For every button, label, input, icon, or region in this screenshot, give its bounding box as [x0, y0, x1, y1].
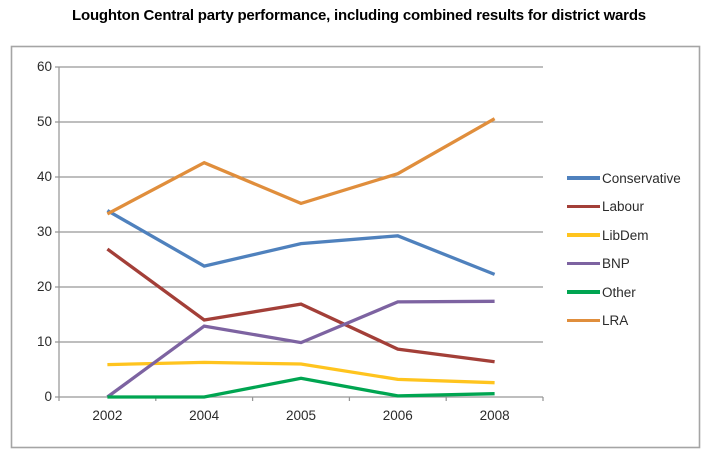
- x-tick-label-2002: 2002: [92, 408, 123, 423]
- x-tick-label-2008: 2008: [479, 408, 510, 423]
- legend-swatch-conservative: [567, 176, 600, 180]
- series-line-conservative: [106, 209, 496, 276]
- series-line-lra: [106, 117, 496, 216]
- x-tick-label-2004: 2004: [189, 408, 220, 423]
- legend-label: Conservative: [602, 170, 681, 186]
- legend-item-bnp: BNP: [567, 254, 630, 274]
- legend-label: LibDem: [602, 227, 649, 243]
- series-line-labour: [106, 247, 495, 364]
- legend-item-libdem: LibDem: [567, 225, 649, 245]
- x-tick-label-2005: 2005: [285, 408, 317, 423]
- y-tick-label-0: 0: [44, 389, 52, 404]
- y-tick-label-40: 40: [36, 169, 52, 184]
- x-tick-label-2006: 2006: [382, 408, 413, 423]
- series-line-bnp: [106, 299, 495, 399]
- legend-item-conservative: Conservative: [567, 168, 681, 188]
- legend-swatch-other: [567, 290, 600, 294]
- y-tick-label-30: 30: [36, 224, 52, 239]
- legend-swatch-libdem: [567, 233, 600, 237]
- plot-border: [10, 45, 701, 449]
- legend-label: Other: [602, 284, 636, 300]
- legend-swatch-labour: [567, 204, 600, 209]
- series-line-other: [107, 376, 495, 399]
- legend-label: Labour: [602, 199, 645, 214]
- series-line-libdem: [107, 360, 495, 385]
- legend-item-other: Other: [567, 282, 636, 302]
- legend-swatch-bnp: [567, 261, 600, 266]
- y-tick-label-50: 50: [36, 114, 52, 129]
- legend-swatch-lra: [567, 318, 600, 323]
- legend-item-labour: Labour: [567, 197, 644, 217]
- legend-label: LRA: [602, 313, 629, 328]
- chart-title: Loughton Central party performance, incl…: [72, 7, 646, 24]
- legend-label: BNP: [602, 256, 630, 271]
- y-tick-label-10: 10: [36, 334, 52, 349]
- y-tick-label-20: 20: [36, 279, 52, 294]
- legend-item-lra: LRA: [567, 311, 628, 331]
- y-tick-label-60: 60: [36, 59, 52, 74]
